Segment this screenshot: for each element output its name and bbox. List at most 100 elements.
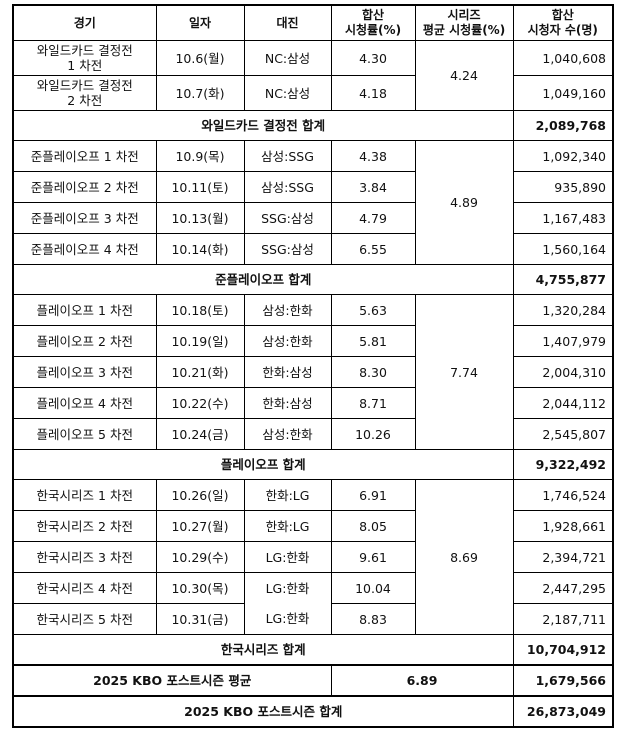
game-rating: 4.79 [330,202,416,234]
game-viewers: 1,560,164 [512,233,614,265]
table-row: 플레이오프 1 차전 10.18(토) 삼성:한화 5.63 7.74 1,320,284 [12,294,614,450]
game-rating: 10.04 [330,572,416,604]
table-row: 한국시리즈 4 차전 10.30(목) LG:한화 10.04 2,447,295 [12,572,614,604]
game-date: 10.24(금) [155,418,245,450]
game-viewers: 2,044,112 [512,387,614,419]
game-date: 10.11(토) [155,171,245,203]
header-viewers: 합산 시청자 수(명) [512,4,614,41]
series-total-label: 와일드카드 결정전 합계 [12,110,514,141]
table-row: 준플레이오프 3 차전 10.13(월) SSG:삼성 4.79 1,167,483 [12,202,614,234]
header-game: 경기 [12,4,157,41]
game-match: LG:한화 [243,541,332,573]
game-match: NC:삼성 [243,40,332,76]
game-name: 준플레이오프 1 차전 [12,140,157,172]
game-date: 10.13(월) [155,202,245,234]
game-viewers: 1,746,524 [512,479,614,511]
game-name: 준플레이오프 3 차전 [12,202,157,234]
game-date: 10.14(화) [155,233,245,265]
game-date: 10.18(토) [155,294,245,326]
game-rating: 8.05 [330,510,416,542]
game-match: SSG:삼성 [243,202,332,234]
series-total-label: 한국시리즈 합계 [12,634,514,666]
game-match: NC:삼성 [243,75,332,111]
game-name: 플레이오프 2 차전 [12,325,157,357]
game-date: 10.27(월) [155,510,245,542]
series-total-row: 플레이오프 합계 9,322,492 [12,449,614,480]
game-name: 플레이오프 4 차전 [12,387,157,419]
game-rating: 4.30 [330,40,416,76]
header-rating: 합산 시청률(%) [330,4,416,41]
season-average-row: 2025 KBO 포스트시즌 평균 6.89 1,679,566 [12,664,614,697]
game-match: 삼성:SSG [243,171,332,203]
header-series-avg: 시리즈 평균 시청률(%) [414,4,514,41]
series-avg-rating: 7.74 [414,294,514,450]
table-row: 플레이오프 4 차전 10.22(수) 한화:삼성 8.71 2,044,112 [12,387,614,419]
game-match: 한화:삼성 [243,387,332,419]
series-total-row: 한국시리즈 합계 10,704,912 [12,634,614,666]
season-average-viewers: 1,679,566 [512,664,614,697]
season-total-label: 2025 KBO 포스트시즌 합계 [12,695,514,728]
series-total-row: 와일드카드 결정전 합계 2,089,768 [12,110,614,141]
game-rating: 4.38 [330,140,416,172]
series-avg-rating: 4.89 [414,140,514,265]
postseason-ratings-table: 경기 일자 대진 합산 시청률(%) 시리즈 평균 시청률(%) 합산 시청자 … [12,4,614,728]
game-rating: 5.63 [330,294,416,326]
game-name: 플레이오프 3 차전 [12,356,157,388]
series-total-row: 준플레이오프 합계 4,755,877 [12,264,614,295]
game-date: 10.6(월) [155,40,245,76]
game-name: 한국시리즈 4 차전 [12,572,157,604]
game-viewers: 1,049,160 [512,75,614,111]
game-date: 10.31(금) [155,603,245,635]
game-date: 10.30(목) [155,572,245,604]
game-name: 플레이오프 5 차전 [12,418,157,450]
game-match: 삼성:한화 [243,325,332,357]
game-viewers: 2,187,711 [512,603,614,635]
table-row: 플레이오프 5 차전 10.24(금) 삼성:한화 10.26 2,545,807 [12,418,614,450]
game-name: 준플레이오프 4 차전 [12,233,157,265]
table-row: 준플레이오프 4 차전 10.14(화) SSG:삼성 6.55 1,560,164 [12,233,614,265]
table-row: 한국시리즈 1 차전 10.26(일) 한화:LG 6.91 8.69 1,746,524 [12,479,614,635]
game-rating: 9.61 [330,541,416,573]
series-total-viewers: 10,704,912 [512,634,614,666]
game-match: 한화:LG [243,510,332,542]
season-average-rating: 6.89 [330,664,514,697]
header-row: 경기 일자 대진 합산 시청률(%) 시리즈 평균 시청률(%) 합산 시청자 … [12,4,614,41]
table-row: 한국시리즈 3 차전 10.29(수) LG:한화 9.61 2,394,721 [12,541,614,573]
game-rating: 6.91 [330,479,416,511]
game-date: 10.19(일) [155,325,245,357]
game-name: 한국시리즈 5 차전 [12,603,157,635]
series-total-label: 플레이오프 합계 [12,449,514,480]
table-row: 플레이오프 2 차전 10.19(일) 삼성:한화 5.81 1,407,979 [12,325,614,357]
game-name: 준플레이오프 2 차전 [12,171,157,203]
game-viewers: 2,394,721 [512,541,614,573]
header-match: 대진 [243,4,332,41]
game-name: 한국시리즈 2 차전 [12,510,157,542]
table-row: 한국시리즈 2 차전 10.27(월) 한화:LG 8.05 1,928,661 [12,510,614,542]
game-name: 와일드카드 결정전 2 차전 [12,75,157,111]
season-total-viewers: 26,873,049 [512,695,614,728]
game-rating: 6.55 [330,233,416,265]
game-viewers: 2,447,295 [512,572,614,604]
game-rating: 4.18 [330,75,416,111]
table-row: 와일드카드 결정전 2 차전 10.7(화) NC:삼성 4.18 1,049,160 [12,75,614,111]
table-row: 한국시리즈 5 차전 10.31(금) LG:한화 8.83 2,187,711 [12,603,614,635]
game-date: 10.21(화) [155,356,245,388]
game-match: 삼성:SSG [243,140,332,172]
series-total-label: 준플레이오프 합계 [12,264,514,295]
game-rating: 8.83 [330,603,416,635]
game-rating: 5.81 [330,325,416,357]
game-viewers: 1,040,608 [512,40,614,76]
table-row: 준플레이오프 2 차전 10.11(토) 삼성:SSG 3.84 935,890 [12,171,614,203]
game-match: 한화:LG [243,479,332,511]
game-rating: 10.26 [330,418,416,450]
series-avg-rating: 4.24 [414,40,514,111]
table-row: 준플레이오프 1 차전 10.9(목) 삼성:SSG 4.38 4.89 1,092,34… [12,140,614,265]
game-viewers: 1,928,661 [512,510,614,542]
game-date: 10.22(수) [155,387,245,419]
header-date: 일자 [155,4,245,41]
table-row: 플레이오프 3 차전 10.21(화) 한화:삼성 8.30 2,004,310 [12,356,614,388]
game-viewers: 1,320,284 [512,294,614,326]
game-rating: 8.71 [330,387,416,419]
game-date: 10.7(화) [155,75,245,111]
game-viewers: 935,890 [512,171,614,203]
